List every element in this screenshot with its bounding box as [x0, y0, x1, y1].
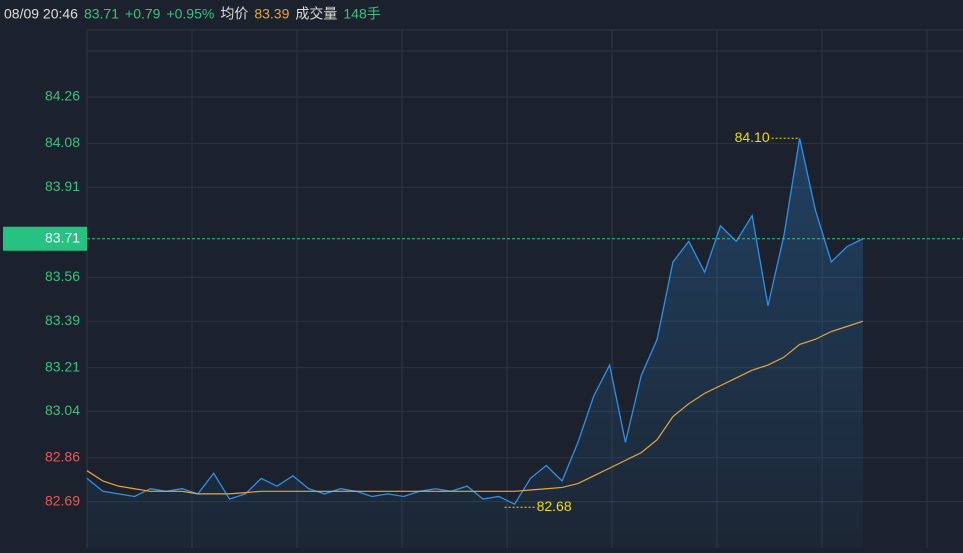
header-value: 均价 — [220, 6, 248, 22]
current-price-box — [3, 226, 87, 251]
header-time: 08/09 20:46 — [4, 6, 78, 22]
average-line — [86, 320, 864, 495]
y-tick-label: 83.21 — [45, 358, 80, 374]
y-tick-label: 84.08 — [45, 134, 80, 150]
high-label: 84.10 — [735, 129, 770, 145]
header-value: 83.71 — [84, 6, 119, 22]
y-tick-label: 82.86 — [45, 449, 80, 465]
y-tick-label: 84.26 — [45, 88, 80, 104]
y-tick-label: 83.39 — [45, 312, 80, 328]
header-value: 83.39 — [254, 6, 289, 22]
y-tick-label: 83.04 — [45, 402, 80, 418]
y-tick-label: 83.56 — [45, 268, 80, 284]
low-label: 82.68 — [537, 498, 572, 514]
current-price-label: 83.71 — [45, 229, 80, 245]
header-value: +0.79 — [125, 6, 161, 22]
price-area — [87, 138, 863, 548]
header-value: +0.95% — [166, 6, 214, 22]
header-value: 成交量 — [295, 6, 337, 22]
y-tick-label: 82.69 — [45, 492, 80, 508]
header-value: 148手 — [343, 6, 380, 22]
y-tick-label: 83.91 — [45, 178, 80, 194]
